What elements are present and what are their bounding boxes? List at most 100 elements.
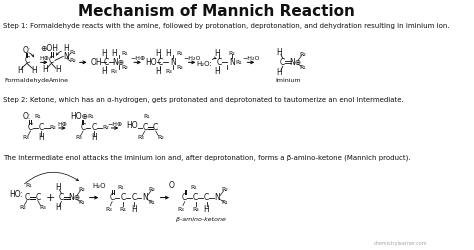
Text: The intermediate enol attacks the iminium ion and, after deprotonation, forms a : The intermediate enol attacks the iminiu… <box>3 155 411 161</box>
Text: R₂: R₂ <box>102 126 109 130</box>
Text: H: H <box>276 68 282 77</box>
Text: −H₂O: −H₂O <box>183 56 201 61</box>
Text: C: C <box>103 58 109 67</box>
Text: O: O <box>169 181 175 190</box>
Text: R₃: R₃ <box>23 136 29 140</box>
Text: C: C <box>109 193 115 202</box>
Text: H: H <box>55 183 61 192</box>
Text: R₃: R₃ <box>40 205 46 210</box>
Text: R₂: R₂ <box>19 205 26 210</box>
Text: ⊕OH: ⊕OH <box>41 44 59 53</box>
Text: C: C <box>24 193 29 202</box>
Text: R₄: R₄ <box>119 207 127 212</box>
Text: R₂: R₂ <box>228 51 235 56</box>
Text: R₂: R₂ <box>176 65 182 70</box>
Text: C: C <box>120 193 126 202</box>
Text: C: C <box>59 193 64 202</box>
Text: H₂O:: H₂O: <box>197 61 212 67</box>
Text: H: H <box>42 65 48 74</box>
Text: C: C <box>153 124 158 132</box>
Text: R₂: R₂ <box>69 58 76 63</box>
Text: H₂O: H₂O <box>93 183 106 189</box>
Text: H: H <box>55 203 61 212</box>
Text: H: H <box>31 66 37 75</box>
Text: H: H <box>131 205 137 214</box>
Text: O:: O: <box>23 112 31 120</box>
Text: R₁: R₁ <box>118 185 125 190</box>
Text: R₁: R₁ <box>176 51 182 56</box>
Text: N⊕: N⊕ <box>112 58 125 67</box>
Text: N⊕: N⊕ <box>68 193 80 202</box>
Text: C: C <box>280 58 285 67</box>
Text: R₁: R₁ <box>299 65 306 70</box>
Text: C: C <box>39 124 44 132</box>
Text: HO⊕: HO⊕ <box>71 112 89 120</box>
Text: chemistrylearner.com: chemistrylearner.com <box>374 241 428 246</box>
Text: R₁: R₁ <box>69 50 76 55</box>
Text: R₃: R₃ <box>165 69 172 74</box>
Text: H: H <box>101 49 107 58</box>
Text: R₁: R₁ <box>25 183 32 188</box>
Text: H: H <box>38 134 44 142</box>
Text: R₁: R₁ <box>78 200 85 205</box>
Text: H: H <box>155 49 161 58</box>
Text: C: C <box>131 193 137 202</box>
Text: N: N <box>215 193 220 202</box>
Text: C: C <box>193 193 198 202</box>
Text: C: C <box>182 193 187 202</box>
Text: C: C <box>217 58 222 67</box>
Text: N⊕: N⊕ <box>289 58 301 67</box>
Text: H: H <box>204 205 210 214</box>
Text: HO: HO <box>126 120 138 130</box>
Text: −H⊕: −H⊕ <box>107 122 122 126</box>
Text: R₂: R₂ <box>158 136 164 140</box>
Text: Step 1: Formaldehyde reacts with the amine, followed by protonation, deprotonati: Step 1: Formaldehyde reacts with the ami… <box>3 22 450 28</box>
Text: H: H <box>91 134 97 142</box>
Text: H: H <box>101 67 107 76</box>
Text: H: H <box>55 65 61 74</box>
Text: R₁: R₁ <box>35 114 41 118</box>
Text: R₂: R₂ <box>221 187 228 192</box>
Text: C: C <box>204 193 209 202</box>
Text: C: C <box>24 56 29 65</box>
Text: H: H <box>165 49 171 58</box>
Text: Amine: Amine <box>49 78 69 83</box>
Text: H⊕: H⊕ <box>39 56 49 61</box>
Text: C: C <box>142 124 147 132</box>
Text: C: C <box>158 58 163 67</box>
Text: Step 2: Ketone, which has an α-hydrogen, gets protonated and deprotonated to tau: Step 2: Ketone, which has an α-hydrogen,… <box>3 97 404 103</box>
Text: R₁: R₁ <box>149 200 155 205</box>
Text: R₁: R₁ <box>87 114 94 118</box>
Text: R₂: R₂ <box>50 126 56 130</box>
Text: R₂: R₂ <box>78 187 85 192</box>
Text: R₁: R₁ <box>143 114 150 118</box>
Text: R₁: R₁ <box>221 200 228 205</box>
Text: R₄: R₄ <box>192 207 199 212</box>
Text: R₃: R₃ <box>137 136 144 140</box>
Text: HO:: HO: <box>9 190 23 199</box>
Text: H: H <box>276 48 282 57</box>
Text: HO: HO <box>146 58 157 67</box>
Text: H: H <box>215 67 220 76</box>
Text: H: H <box>111 49 117 58</box>
Text: O:: O: <box>23 46 31 55</box>
Text: R₃: R₃ <box>105 207 112 212</box>
Text: C: C <box>49 56 54 65</box>
Text: H⊕: H⊕ <box>57 122 67 126</box>
Text: R₂: R₂ <box>299 52 306 57</box>
Text: −H⊕: −H⊕ <box>130 56 145 61</box>
Text: H: H <box>17 66 22 75</box>
Text: H: H <box>155 67 161 76</box>
Text: R₁: R₁ <box>235 60 242 65</box>
Text: β-amino-ketone: β-amino-ketone <box>176 217 226 222</box>
Text: R₃: R₃ <box>178 207 184 212</box>
Text: +: + <box>46 192 55 202</box>
Text: R₃: R₃ <box>75 136 82 140</box>
Text: H: H <box>63 44 69 53</box>
Text: Mechanism of Mannich Reaction: Mechanism of Mannich Reaction <box>78 4 355 19</box>
Text: R₂: R₂ <box>121 65 128 70</box>
Text: R₃: R₃ <box>110 69 118 74</box>
Text: C: C <box>81 124 86 132</box>
Text: Iminium: Iminium <box>275 78 301 83</box>
Text: Formaldehyde: Formaldehyde <box>4 78 49 83</box>
